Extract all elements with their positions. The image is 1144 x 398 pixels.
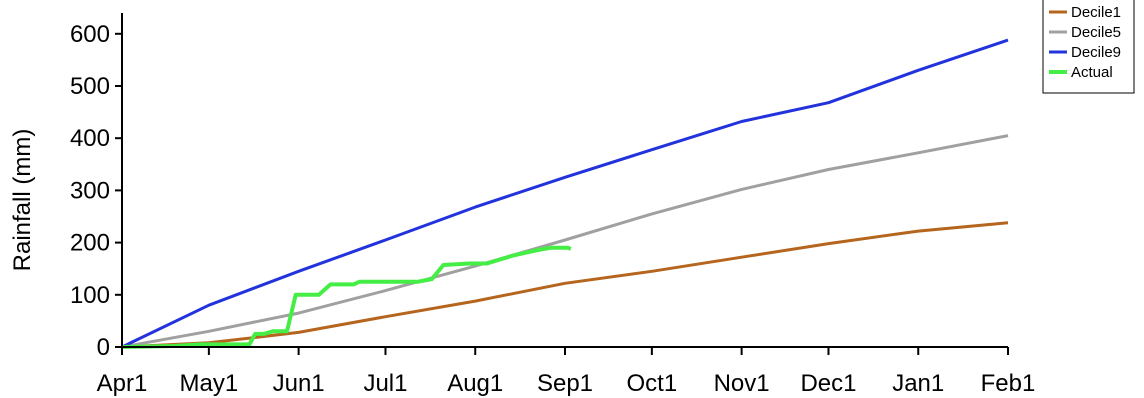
x-tick-label: May1 xyxy=(180,370,239,397)
x-tick-label: Aug1 xyxy=(447,370,503,397)
legend-box xyxy=(1042,0,1135,94)
series-line-decile5 xyxy=(121,134,1009,349)
y-tick-label: 300 xyxy=(70,177,110,204)
x-ticks: Apr1 May1 Jun1 Jul1 Aug1 Sep1 Oct1 Nov1 Dec1 Jan1… xyxy=(97,347,1036,397)
x-tick-label: Jul1 xyxy=(363,370,407,397)
legend: Decile1 Decile5 Decile9 Actual xyxy=(1042,0,1135,94)
y-tick-label: 200 xyxy=(70,230,110,257)
x-tick-label: Jan1 xyxy=(892,370,944,397)
x-tick-label: Apr1 xyxy=(97,370,148,397)
x-tick-label: Sep1 xyxy=(537,370,593,397)
y-axis-title: Rainfall (mm) xyxy=(9,129,36,272)
x-tick-label: Nov1 xyxy=(714,370,770,397)
series-line-actual xyxy=(121,245,572,349)
legend-label-decile5: Decile5 xyxy=(1071,24,1121,41)
y-tick-label: 600 xyxy=(70,21,110,48)
series-line-decile9 xyxy=(121,38,1009,349)
x-tick-label: Oct1 xyxy=(627,370,678,397)
legend-label-decile1: Decile1 xyxy=(1071,4,1121,21)
x-tick-label: Dec1 xyxy=(800,370,856,397)
y-tick-label: 0 xyxy=(97,334,110,361)
x-tick-label: Jun1 xyxy=(273,370,325,397)
x-tick-label: Feb1 xyxy=(981,370,1036,397)
series-line-decile1 xyxy=(121,221,1009,349)
y-ticks: 0 100 200 300 400 500 600 xyxy=(70,21,122,361)
plot-lines xyxy=(121,38,1009,349)
legend-label-decile9: Decile9 xyxy=(1071,44,1121,61)
y-tick-label: 400 xyxy=(70,125,110,152)
y-tick-label: 100 xyxy=(70,282,110,309)
y-tick-label: 500 xyxy=(70,73,110,100)
axes xyxy=(121,13,1008,348)
legend-label-actual: Actual xyxy=(1071,64,1113,81)
